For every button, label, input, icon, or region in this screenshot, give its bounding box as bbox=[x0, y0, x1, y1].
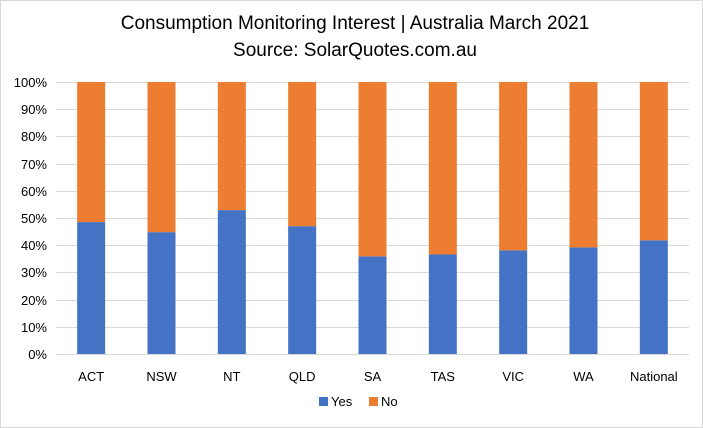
bar-no-national bbox=[639, 82, 668, 241]
bar-yes-sa bbox=[358, 256, 387, 354]
bar-yes-nt bbox=[217, 210, 246, 354]
y-tick-label: 100% bbox=[14, 75, 48, 90]
x-tick-label: NSW bbox=[146, 369, 177, 384]
y-tick-label: 30% bbox=[21, 265, 47, 280]
bar-yes-national bbox=[639, 240, 668, 354]
bar-no-nt bbox=[217, 82, 246, 211]
x-tick-label: ACT bbox=[78, 369, 104, 384]
bar-yes-act bbox=[77, 222, 106, 354]
x-tick-label: SA bbox=[364, 369, 382, 384]
bar-no-vic bbox=[499, 82, 528, 251]
legend-swatch-no bbox=[369, 397, 378, 406]
chart-title: Consumption Monitoring Interest | Austra… bbox=[121, 13, 590, 34]
x-tick-label: VIC bbox=[502, 369, 524, 384]
y-tick-label: 0% bbox=[28, 347, 47, 362]
legend-swatch-yes bbox=[319, 397, 328, 406]
x-tick-label: TAS bbox=[431, 369, 456, 384]
y-tick-label: 70% bbox=[21, 157, 47, 172]
legend-label-yes: Yes bbox=[331, 394, 353, 409]
bar-no-tas bbox=[428, 82, 457, 255]
y-tick-label: 90% bbox=[21, 102, 47, 117]
bar-no-nsw bbox=[147, 82, 176, 233]
bar-yes-qld bbox=[288, 226, 317, 354]
y-tick-label: 40% bbox=[21, 238, 47, 253]
bar-yes-nsw bbox=[147, 232, 176, 354]
legend-label-no: No bbox=[381, 394, 398, 409]
legend: Yes No bbox=[319, 394, 398, 409]
bar-no-sa bbox=[358, 82, 387, 257]
bar-yes-tas bbox=[428, 254, 457, 354]
y-axis-tick-labels: 0% 10% 20% 30% 40% 50% 60% 70% 80% 90% 100% bbox=[14, 75, 48, 362]
y-tick-label: 60% bbox=[21, 184, 47, 199]
bar-no-wa bbox=[569, 82, 598, 248]
x-tick-label: National bbox=[630, 369, 678, 384]
y-tick-label: 10% bbox=[21, 320, 47, 335]
bar-yes-wa bbox=[569, 247, 598, 354]
y-tick-label: 50% bbox=[21, 211, 47, 226]
x-tick-label: WA bbox=[573, 369, 594, 384]
bars bbox=[77, 82, 668, 354]
chart-subtitle: Source: SolarQuotes.com.au bbox=[233, 40, 477, 61]
y-tick-label: 80% bbox=[21, 129, 47, 144]
bar-yes-vic bbox=[499, 250, 528, 354]
bar-no-act bbox=[77, 82, 106, 223]
bar-no-qld bbox=[288, 82, 317, 227]
x-tick-label: QLD bbox=[289, 369, 316, 384]
y-tick-label: 20% bbox=[21, 293, 47, 308]
x-tick-label: NT bbox=[223, 369, 240, 384]
x-axis-tick-labels: ACT NSW NT QLD SA TAS VIC WA National bbox=[78, 369, 678, 384]
